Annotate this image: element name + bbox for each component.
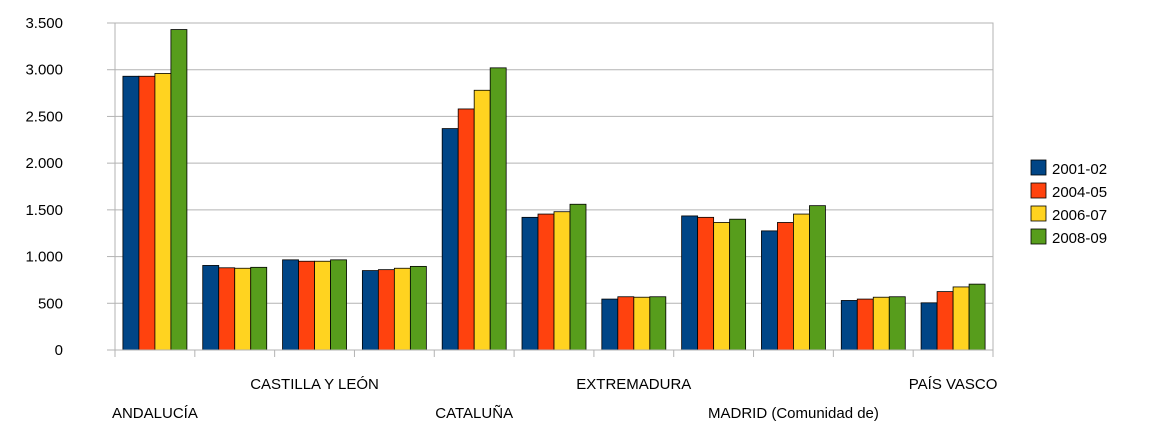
x-category-label: MADRID (Comunidad de) bbox=[708, 405, 879, 421]
y-tick-label: 0 bbox=[55, 342, 63, 359]
bar-2006-07-0 bbox=[154, 73, 172, 351]
bar-2006-07-6 bbox=[633, 296, 651, 351]
legend-swatch-2008-09 bbox=[1030, 228, 1047, 245]
bar-2008-09-10 bbox=[968, 283, 986, 351]
bar-2001-02-10 bbox=[920, 302, 938, 351]
bar-2004-05-2 bbox=[298, 260, 315, 351]
x-category-label: EXTREMADURA bbox=[576, 376, 691, 393]
x-category-label: CATALUÑA bbox=[435, 405, 513, 421]
bar-2008-09-8 bbox=[809, 205, 826, 351]
axes bbox=[114, 22, 994, 357]
bar-2006-07-9 bbox=[872, 296, 890, 351]
y-tick-label: 3.000 bbox=[25, 62, 63, 79]
y-tick-label: 1.500 bbox=[25, 202, 63, 219]
y-tick-label: 2.000 bbox=[25, 155, 63, 172]
bar-2004-05-6 bbox=[617, 296, 635, 351]
legend-label-2004-05: 2004-05 bbox=[1052, 184, 1107, 201]
legend-swatch-2006-07 bbox=[1030, 205, 1047, 222]
legend-label-2006-07: 2006-07 bbox=[1052, 207, 1107, 224]
bar-2004-05-0 bbox=[138, 75, 156, 351]
plot-frame bbox=[114, 22, 994, 351]
bar-2004-05-7 bbox=[697, 216, 715, 351]
bar-2001-02-2 bbox=[282, 259, 299, 351]
x-category-label: PAÍS VASCO bbox=[909, 376, 998, 393]
bar-2001-02-9 bbox=[840, 300, 858, 351]
bar-2006-07-7 bbox=[713, 222, 731, 351]
bar-2001-02-1 bbox=[202, 265, 220, 351]
bar-2008-09-9 bbox=[888, 296, 906, 351]
bar-2006-07-4 bbox=[473, 89, 491, 351]
y-tick-label: 1.000 bbox=[25, 249, 63, 266]
bar-2008-09-4 bbox=[489, 67, 507, 351]
bar-2004-05-9 bbox=[856, 298, 874, 351]
bar-2004-05-5 bbox=[537, 213, 555, 351]
x-category-label: ANDALUCÍA bbox=[112, 405, 198, 421]
y-tick-label: 3.500 bbox=[25, 15, 63, 32]
legend-label-2008-09: 2008-09 bbox=[1052, 230, 1107, 247]
bar-2008-09-2 bbox=[330, 259, 347, 351]
bar-2004-05-1 bbox=[218, 267, 236, 351]
bar-2008-09-3 bbox=[409, 265, 427, 351]
bar-2008-09-0 bbox=[170, 29, 188, 351]
y-tick-label: 2.500 bbox=[25, 108, 63, 125]
bar-2001-02-4 bbox=[441, 128, 459, 351]
legend-swatch-2004-05 bbox=[1030, 182, 1047, 199]
y-axis-tick-labels: 0 500 1.000 1.500 2.000 2.500 3.000 3.500 bbox=[25, 15, 63, 359]
y-tick-label: 500 bbox=[38, 295, 63, 312]
bar-2004-05-3 bbox=[377, 269, 395, 351]
bar-2004-05-8 bbox=[777, 222, 794, 351]
x-axis-category-labels: ANDALUCÍA CASTILLA Y LEÓN CATALUÑA EXTREMAD… bbox=[112, 376, 997, 421]
bar-2006-07-3 bbox=[393, 267, 411, 351]
bar-2006-07-10 bbox=[952, 286, 970, 351]
bar-2006-07-2 bbox=[314, 260, 331, 351]
bar-2004-05-4 bbox=[457, 108, 475, 351]
bar-2008-09-7 bbox=[729, 218, 747, 351]
bar-2006-07-1 bbox=[234, 267, 252, 351]
bar-2001-02-3 bbox=[361, 270, 379, 351]
bar-2001-02-0 bbox=[122, 75, 140, 351]
bar-2006-07-8 bbox=[793, 213, 810, 351]
legend: 2001-02 2004-05 2006-07 2008-09 bbox=[1030, 159, 1107, 247]
bar-2004-05-10 bbox=[936, 291, 954, 351]
legend-swatch-2001-02 bbox=[1030, 159, 1047, 176]
bar-2001-02-8 bbox=[761, 230, 778, 351]
legend-label-2001-02: 2001-02 bbox=[1052, 161, 1107, 178]
bar-2008-09-1 bbox=[250, 266, 268, 351]
bars bbox=[122, 29, 986, 351]
x-category-label: CASTILLA Y LEÓN bbox=[250, 376, 379, 393]
bar-2008-09-6 bbox=[649, 296, 667, 351]
bar-2001-02-7 bbox=[681, 215, 699, 351]
bar-2001-02-6 bbox=[601, 298, 619, 351]
bar-2006-07-5 bbox=[553, 211, 571, 351]
bar-2001-02-5 bbox=[521, 216, 539, 351]
bar-2008-09-5 bbox=[569, 203, 587, 351]
